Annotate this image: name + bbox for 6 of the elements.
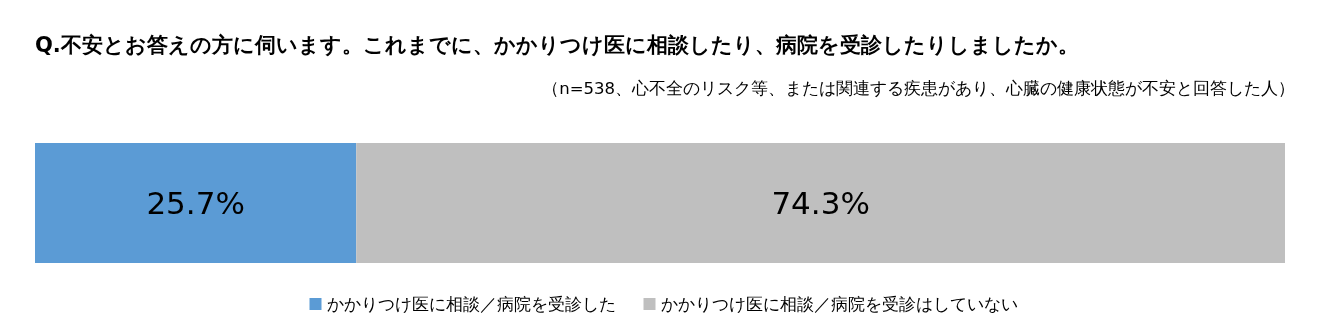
legend-label: かかりつけ医に相談／病院を受診した [326,294,616,314]
chart-subtitle: （n=538、心不全のリスク等、または関連する疾患があり、心臓の健康状態が不安と回答した人） [542,79,1295,98]
data-label: 25.7% [146,185,245,221]
legend-label: かかりつけ医に相談／病院を受診はしていない [660,294,1018,314]
chart-title: Q.不安とお答えの方に伺います。これまでに、かかりつけ医に相談したり、病院を受診したりしましたか。 [35,33,1079,57]
data-label: 74.3% [771,185,870,221]
